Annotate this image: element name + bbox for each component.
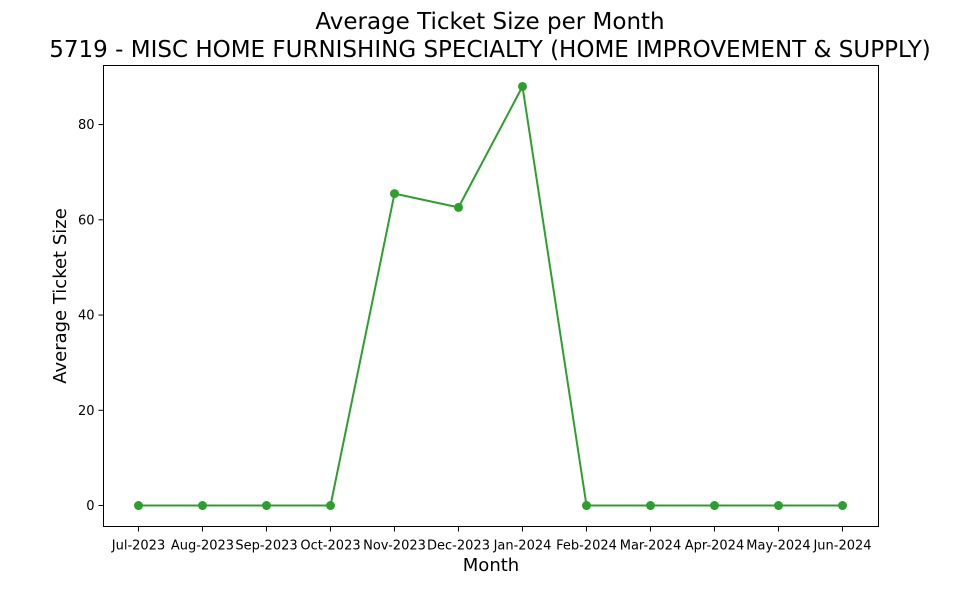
x-tick-label: May-2024 — [746, 539, 810, 554]
x-tick-label: Oct-2023 — [300, 539, 360, 554]
chart-subtitle: 5719 - MISC HOME FURNISHING SPECIALTY (H… — [49, 37, 930, 63]
data-point — [326, 501, 335, 511]
x-tick-label: Nov-2023 — [363, 539, 426, 554]
x-tick-label: Sep-2023 — [235, 539, 297, 554]
y-tick-label: 60 — [78, 213, 95, 228]
data-point — [518, 81, 527, 91]
x-axis-label: Month — [463, 555, 519, 576]
y-tick-label: 40 — [78, 309, 95, 324]
series-line — [138, 85, 843, 507]
y-axis: 0 20 40 60 80 — [78, 118, 104, 514]
data-point — [582, 501, 591, 511]
y-tick-label: 20 — [78, 404, 95, 419]
x-tick-label: Aug-2023 — [171, 539, 234, 554]
plot-area — [103, 65, 879, 527]
chart-title: Average Ticket Size per Month — [315, 9, 664, 35]
x-tick-label: Apr-2024 — [685, 539, 744, 554]
data-point — [198, 501, 207, 511]
y-tick-label: 0 — [86, 499, 94, 514]
y-axis-label: Average Ticket Size — [50, 208, 71, 384]
data-point — [454, 202, 463, 212]
data-point — [390, 189, 399, 199]
data-point — [774, 501, 783, 511]
x-tick-label: Jul-2023 — [111, 539, 165, 554]
x-axis: Jul-2023 Aug-2023 Sep-2023 Oct-2023 Nov-2023… — [111, 526, 872, 554]
data-point — [838, 501, 847, 511]
data-point — [646, 501, 655, 511]
x-tick-label: Jun-2024 — [812, 539, 871, 554]
x-tick-label: Mar-2024 — [620, 539, 681, 554]
x-tick-label: Jan-2024 — [493, 539, 552, 554]
data-point — [134, 501, 143, 511]
series-layer — [134, 81, 847, 511]
data-point — [710, 501, 719, 511]
data-point — [262, 501, 271, 511]
y-tick-label: 80 — [78, 118, 95, 133]
x-tick-label: Dec-2023 — [427, 539, 490, 554]
x-tick-label: Feb-2024 — [556, 539, 617, 554]
